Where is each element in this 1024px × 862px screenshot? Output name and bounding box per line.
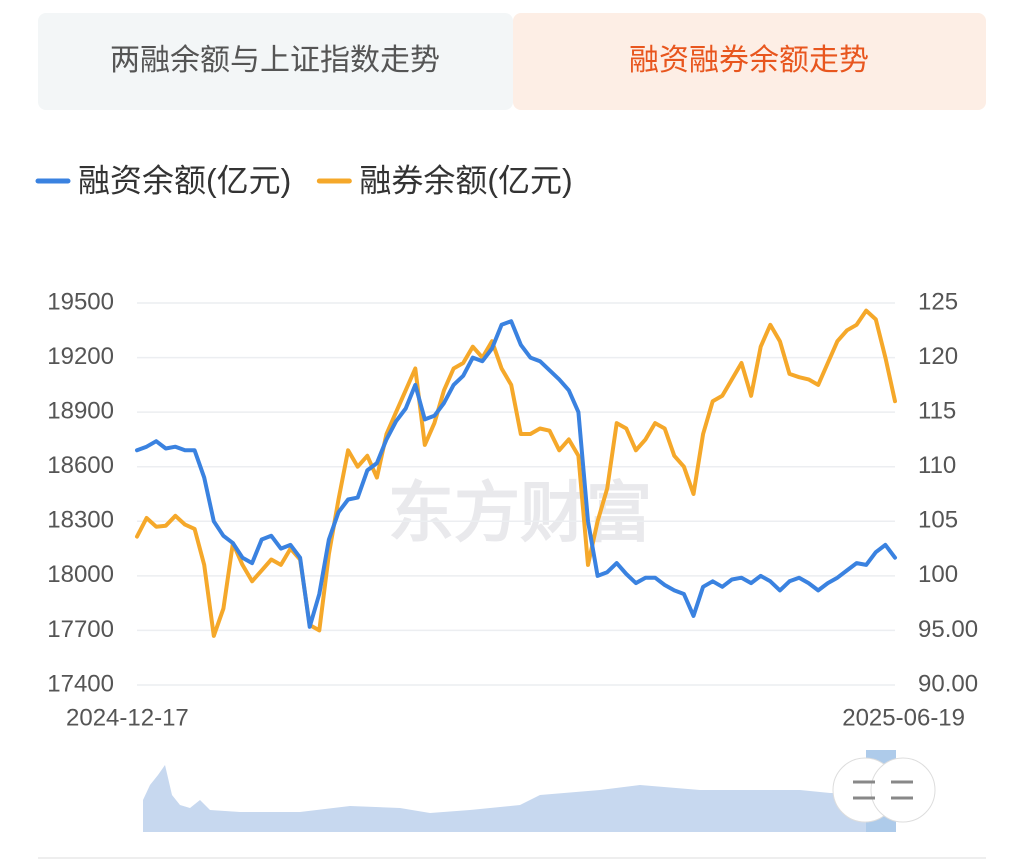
y-tick-label: 18900: [47, 397, 114, 424]
y2-tick-label: 110: [918, 452, 956, 479]
series-line: [135, 319, 897, 629]
y-tick-label: 19500: [47, 288, 114, 315]
x-tick-label: 2024-12-17: [66, 704, 189, 731]
y-tick-label: 18300: [47, 507, 114, 534]
y-tick-label: 18600: [47, 452, 114, 479]
series-line: [135, 308, 897, 638]
tab-bg[interactable]: [38, 13, 513, 110]
x-tick-label: 2025-06-19: [842, 704, 965, 731]
y2-tick-label: 90.00: [918, 670, 978, 697]
tab-bg-active[interactable]: [513, 13, 986, 110]
navigator-handle[interactable]: [870, 757, 936, 823]
y-tick-label: 18000: [47, 561, 114, 588]
tab[interactable]: 两融余额与上证指数走势: [110, 44, 440, 77]
legend-label: 融券余额(亿元): [359, 162, 572, 198]
y-tick-label: 17700: [47, 616, 114, 643]
legend-label: 融资余额(亿元): [78, 162, 291, 198]
y2-tick-label: 120: [918, 343, 958, 370]
navigator-area: [143, 765, 870, 832]
watermark: 东方财富: [388, 475, 652, 549]
y2-tick-label: 105: [918, 507, 958, 534]
y2-tick-label: 100: [918, 561, 958, 588]
tab-active[interactable]: 融资融券余额走势: [629, 44, 869, 77]
handle-grip: [853, 780, 913, 800]
y2-tick-label: 115: [918, 397, 956, 424]
y-tick-label: 19200: [47, 343, 114, 370]
y-tick-label: 17400: [47, 670, 114, 697]
navigator: [143, 750, 936, 832]
y2-tick-label: 95.00: [918, 616, 978, 643]
y2-tick-label: 125: [918, 288, 958, 315]
